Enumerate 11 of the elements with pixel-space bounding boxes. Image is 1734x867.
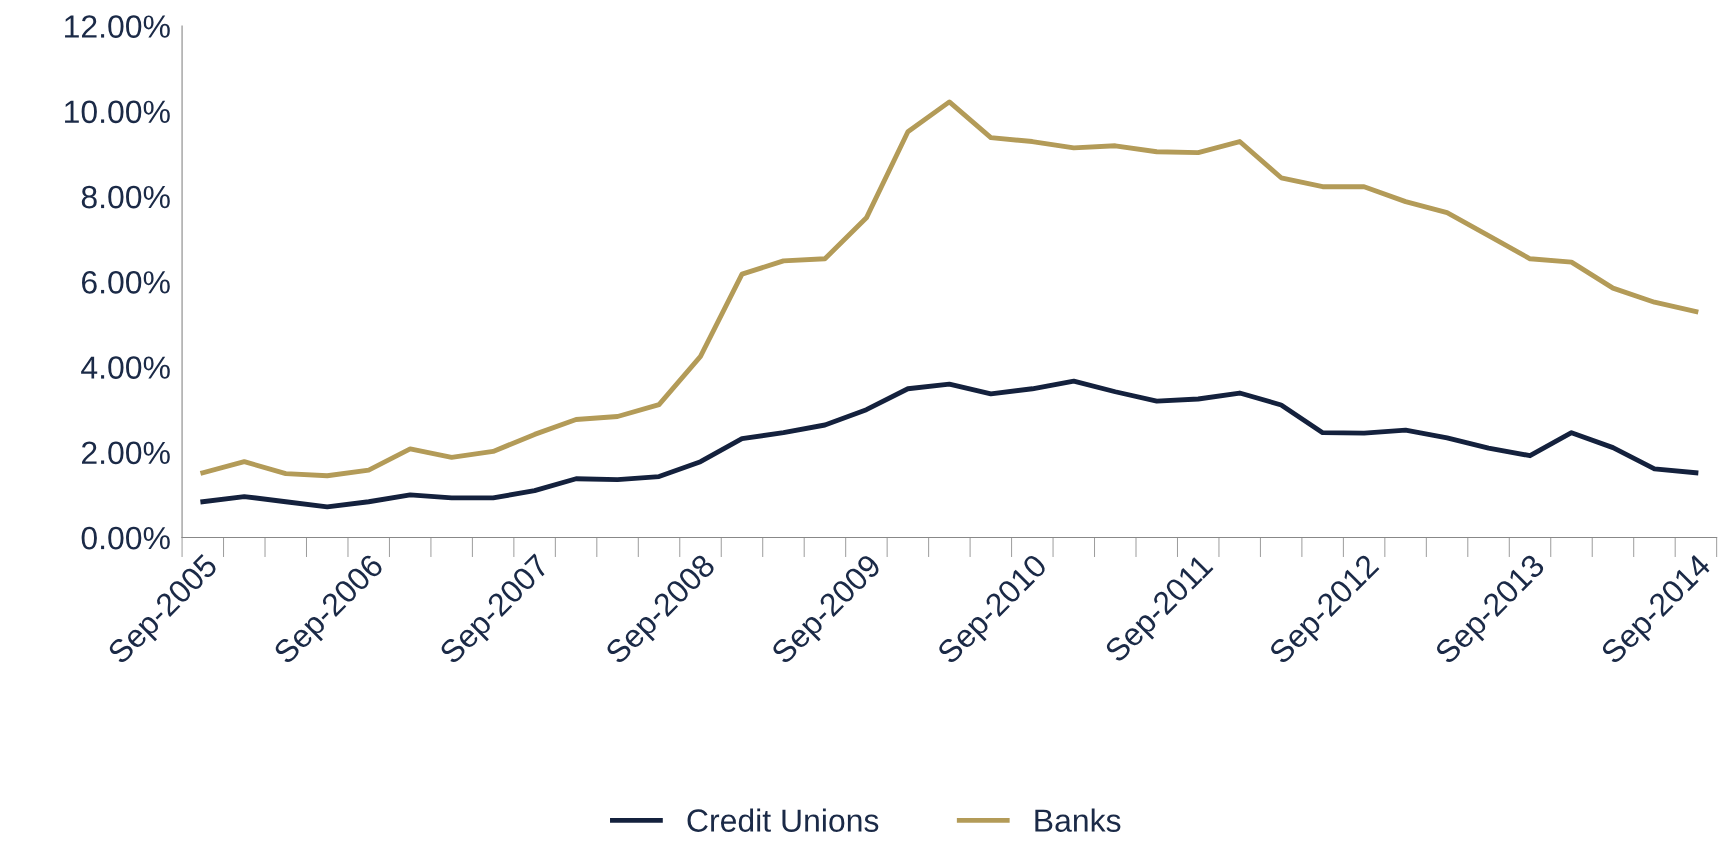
legend-label: Banks bbox=[1035, 808, 1121, 832]
legend-label: Credit Unions bbox=[687, 808, 879, 832]
y-tick-label: 4.00% bbox=[81, 356, 170, 379]
y-tick-label: 10.00% bbox=[65, 100, 170, 124]
y-tick-label: 0.00% bbox=[81, 526, 170, 550]
line-series bbox=[200, 99, 1699, 479]
line-series bbox=[200, 378, 1699, 510]
y-tick-label: 6.00% bbox=[82, 271, 170, 294]
y-tick-label: 8.00% bbox=[81, 185, 170, 209]
y-tick-label: 2.00% bbox=[81, 441, 170, 465]
y-tick-label: 12.00% bbox=[65, 15, 170, 38]
